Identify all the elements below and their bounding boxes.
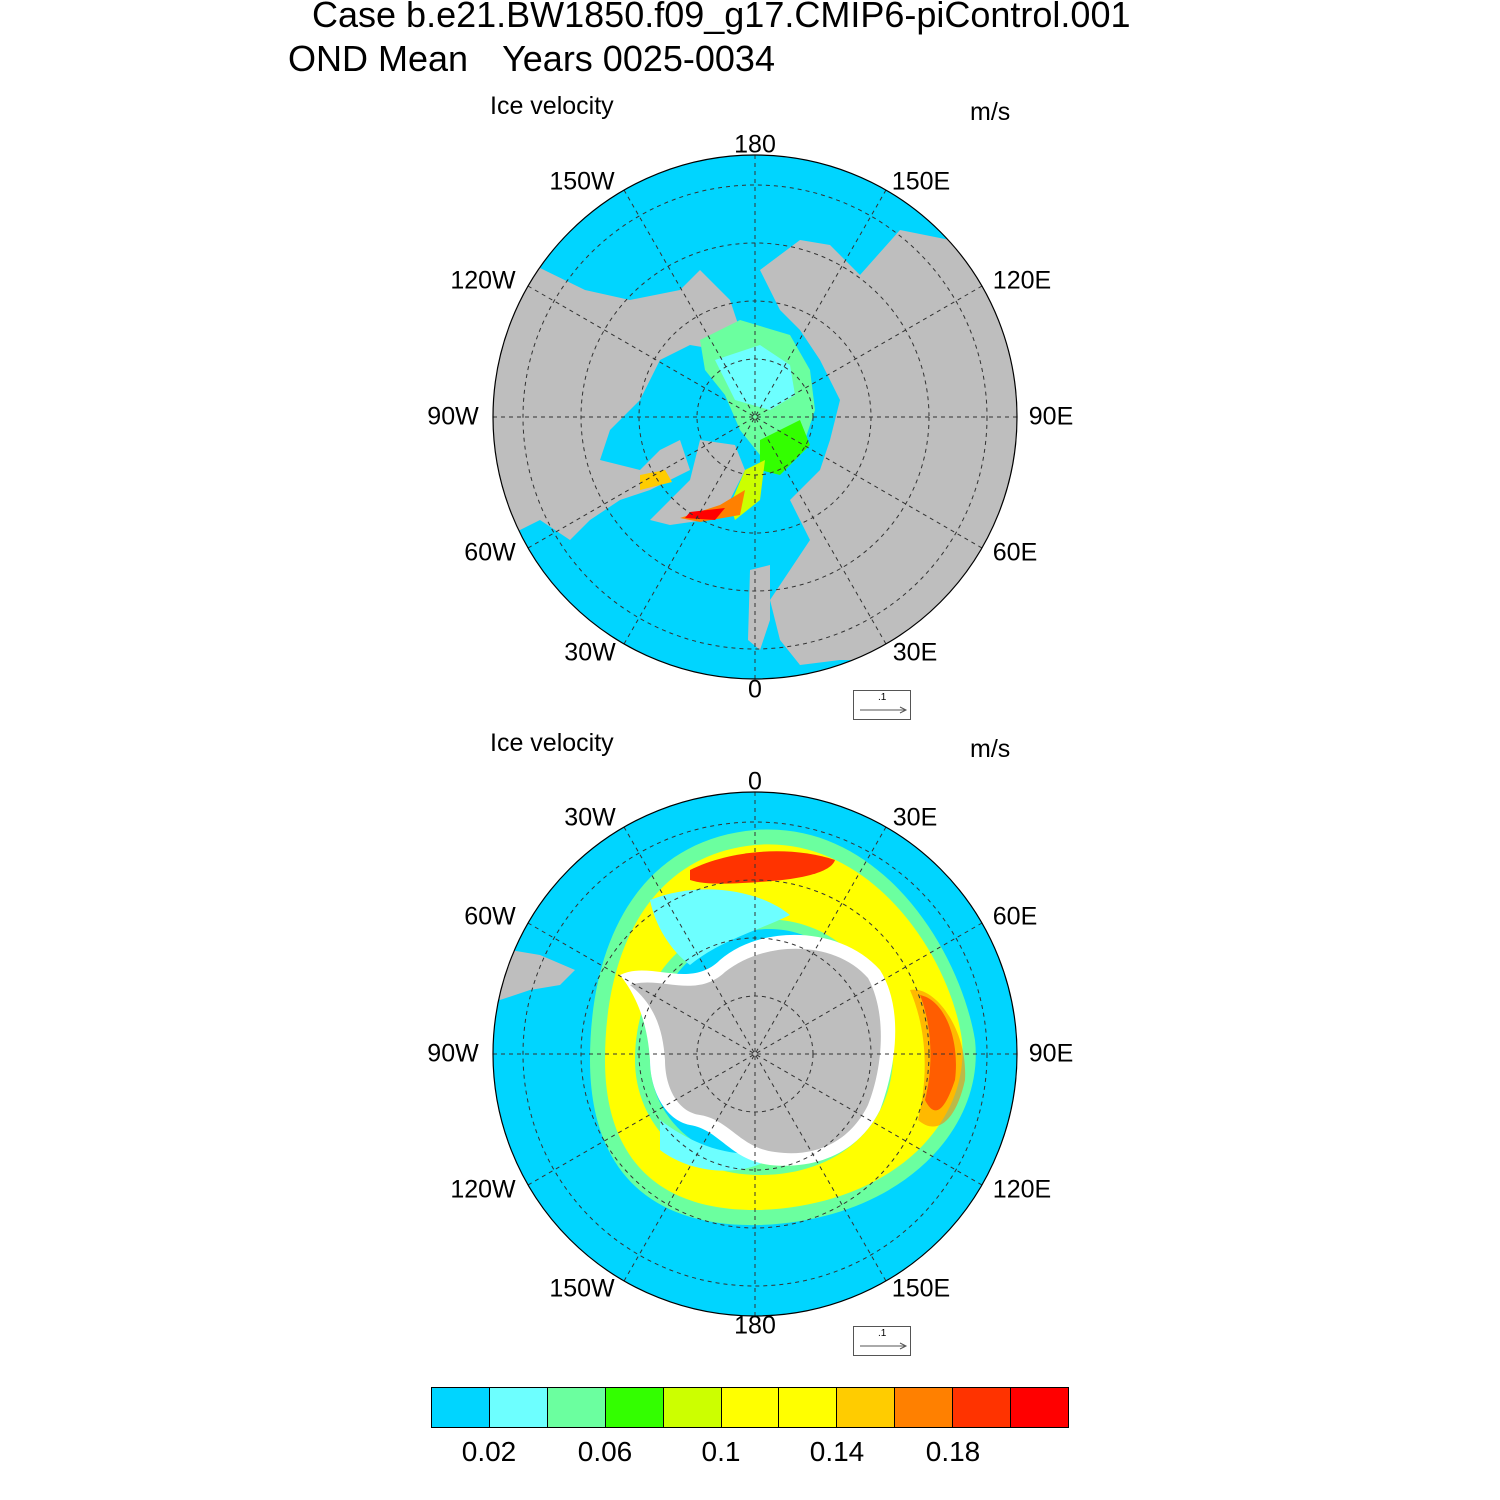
colorbar-tick-label: 0.1 xyxy=(701,1436,741,1467)
north-polar-map xyxy=(492,154,1018,680)
colorbar-cell xyxy=(953,1388,1012,1427)
north-ice-zone-baffin xyxy=(640,470,672,490)
colorbar-cell xyxy=(721,1388,780,1427)
colorbar-tick-label: 0.06 xyxy=(577,1436,633,1467)
south-lon-label-30w: 30W xyxy=(564,803,616,832)
south-ice-max-weddell xyxy=(690,851,835,884)
colorbar-tick-label: 0.14 xyxy=(809,1436,865,1467)
colorbar-cell xyxy=(779,1388,838,1427)
reference-arrow-icon xyxy=(860,1342,908,1350)
south-lon-label-120e: 120E xyxy=(992,1175,1052,1204)
north-lon-label-30w: 30W xyxy=(564,638,616,667)
north-land-scandinavia xyxy=(748,565,770,650)
north-land-eurasia xyxy=(760,230,1017,665)
figure-subtitle: OND Mean Years 0025-0034 xyxy=(288,38,775,80)
south-reference-vector-value: .1 xyxy=(878,1328,887,1339)
north-reference-vector-value: .1 xyxy=(878,692,887,703)
colorbar-cell xyxy=(895,1388,954,1427)
north-lon-label-150e: 150E xyxy=(891,167,951,196)
colorbar-cell xyxy=(837,1388,896,1427)
season-label: OND Mean xyxy=(288,38,469,79)
north-ice-zone-transpolar xyxy=(760,420,810,475)
north-graticule xyxy=(493,155,1017,679)
south-lon-label-120w: 120W xyxy=(450,1175,516,1204)
north-ice-zone-beaufort xyxy=(715,345,795,410)
years-label: Years 0025-0034 xyxy=(502,38,775,79)
colorbar-cell xyxy=(547,1388,606,1427)
colorbar xyxy=(431,1387,1069,1428)
north-map-border xyxy=(492,154,1018,680)
north-land-north-america xyxy=(493,268,740,540)
south-land-south-america xyxy=(493,950,575,1000)
north-land-greenland xyxy=(650,440,745,525)
south-lon-label-180: 180 xyxy=(734,1311,776,1340)
south-panel-units: m/s xyxy=(970,735,1011,763)
north-lon-label-0: 0 xyxy=(748,675,762,704)
north-lon-label-60e: 60E xyxy=(992,538,1038,567)
south-lon-label-0: 0 xyxy=(748,767,762,796)
colorbar-cell xyxy=(432,1388,490,1427)
south-panel-title: Ice velocity xyxy=(490,729,614,757)
colorbar-cell xyxy=(605,1388,664,1427)
south-map-border xyxy=(492,791,1018,1317)
colorbar-cell xyxy=(663,1388,722,1427)
north-lon-label-150w: 150W xyxy=(549,167,615,196)
north-lon-label-180: 180 xyxy=(734,130,776,159)
south-lon-label-30e: 30E xyxy=(892,803,938,832)
north-lon-label-120w: 120W xyxy=(450,266,516,295)
south-ice-orange-east xyxy=(910,989,966,1127)
north-reference-vector: .1 xyxy=(853,690,911,720)
south-lon-label-60w: 60W xyxy=(464,902,516,931)
reference-arrow-icon xyxy=(860,706,908,714)
south-lon-label-150e: 150E xyxy=(891,1274,951,1303)
south-lon-label-90e: 90E xyxy=(1028,1039,1074,1068)
north-panel-title: Ice velocity xyxy=(490,92,614,120)
colorbar-cell xyxy=(489,1388,548,1427)
north-lon-label-60w: 60W xyxy=(464,538,516,567)
north-lon-label-120e: 120E xyxy=(992,266,1052,295)
north-lon-label-90w: 90W xyxy=(427,402,479,431)
colorbar-tick-label: 0.02 xyxy=(461,1436,517,1467)
north-ice-zone-fram-max xyxy=(685,508,725,520)
south-reference-vector: .1 xyxy=(853,1326,911,1356)
colorbar-tick-label: 0.18 xyxy=(925,1436,981,1467)
north-panel-units: m/s xyxy=(970,98,1011,126)
figure-title: Case b.e21.BW1850.f09_g17.CMIP6-piContro… xyxy=(312,0,1131,35)
south-lon-label-60e: 60E xyxy=(992,902,1038,931)
south-lon-label-150w: 150W xyxy=(549,1274,615,1303)
north-lon-label-30e: 30E xyxy=(892,638,938,667)
colorbar-cell xyxy=(1011,1388,1068,1427)
south-polar-map xyxy=(492,791,1018,1317)
south-graticule xyxy=(493,792,1017,1316)
north-lon-label-90e: 90E xyxy=(1028,402,1074,431)
south-ice-weddell xyxy=(650,889,790,965)
south-lon-label-90w: 90W xyxy=(427,1039,479,1068)
